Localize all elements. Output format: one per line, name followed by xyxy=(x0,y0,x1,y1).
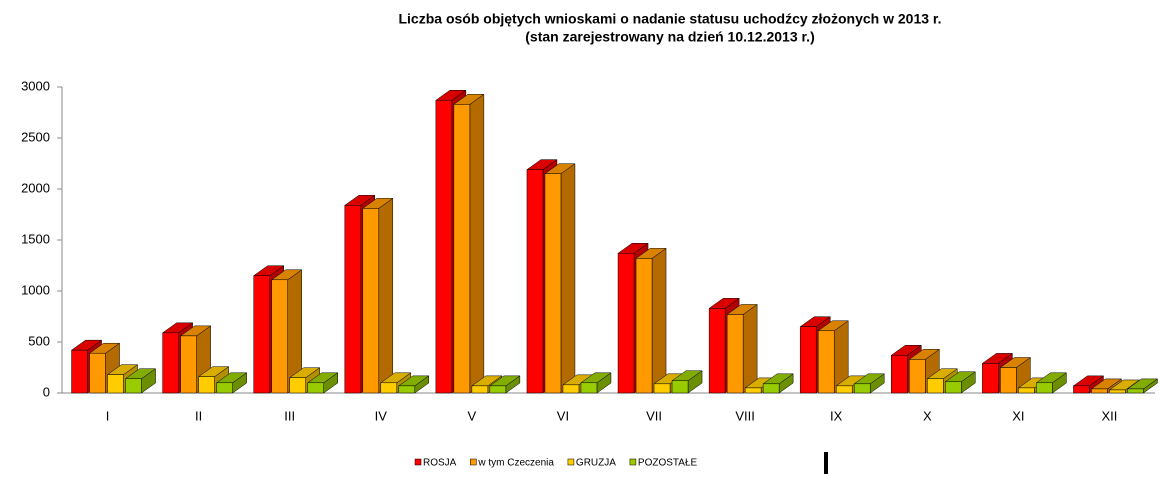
chart-subtitle: (stan zarejestrowany na dzień 10.12.2013… xyxy=(525,29,814,45)
bar xyxy=(799,326,817,394)
bar xyxy=(453,104,471,394)
bar-side xyxy=(742,303,758,394)
bar xyxy=(1036,382,1053,394)
bar xyxy=(927,378,944,394)
bar xyxy=(180,335,197,394)
x-tick-label: II xyxy=(195,408,202,423)
y-tick-label: 0 xyxy=(43,384,50,399)
legend-swatch xyxy=(629,458,637,466)
bar xyxy=(562,384,580,394)
bar xyxy=(89,352,106,394)
bar xyxy=(1109,389,1126,394)
bar-side xyxy=(378,197,394,394)
bar xyxy=(1073,385,1090,394)
bar xyxy=(344,205,362,394)
legend-swatch xyxy=(470,458,477,466)
bar xyxy=(671,380,689,394)
legend-label: w tym Czeczenia xyxy=(477,458,554,469)
bar xyxy=(198,376,215,394)
chart-title: Liczba osób objętych wnioskami o nadanie… xyxy=(398,11,941,27)
bar xyxy=(653,383,671,394)
bar xyxy=(544,173,562,394)
bar xyxy=(909,359,926,394)
bar xyxy=(380,382,398,394)
bar xyxy=(1018,387,1035,394)
bar xyxy=(307,382,324,394)
bar xyxy=(982,363,999,394)
x-tick-label: XI xyxy=(1012,408,1024,423)
bar xyxy=(1091,388,1108,394)
legend-swatch xyxy=(567,458,575,466)
bar-side xyxy=(469,93,485,394)
cursor xyxy=(824,452,828,474)
bar xyxy=(1000,367,1017,394)
x-tick-label: IX xyxy=(830,408,843,423)
bar xyxy=(817,330,835,394)
y-tick-label: 3000 xyxy=(21,78,50,93)
bar xyxy=(125,378,142,394)
bar xyxy=(708,308,726,394)
bar xyxy=(107,374,124,394)
bar-side xyxy=(560,163,576,394)
y-tick-label: 500 xyxy=(28,333,50,348)
x-tick-label: V xyxy=(468,408,477,423)
bar xyxy=(580,382,598,394)
bar xyxy=(489,385,507,394)
bar xyxy=(271,279,288,394)
legend-label: ROSJA xyxy=(423,458,457,469)
legend-label: POZOSTAŁE xyxy=(638,458,698,469)
bar xyxy=(253,275,270,394)
bar xyxy=(362,208,380,394)
bar xyxy=(835,385,853,394)
bar xyxy=(398,385,416,394)
x-tick-label: VI xyxy=(557,408,569,423)
x-tick-label: I xyxy=(106,408,110,423)
y-tick-label: 1000 xyxy=(21,282,50,297)
x-tick-label: IV xyxy=(375,408,388,423)
x-tick-label: VII xyxy=(646,408,662,423)
bar xyxy=(526,169,544,394)
bar xyxy=(435,100,453,394)
bar xyxy=(1127,388,1144,394)
legend-label: GRUZJA xyxy=(576,458,616,469)
bar xyxy=(635,258,653,394)
bar xyxy=(726,314,744,394)
y-tick-label: 2500 xyxy=(21,129,50,144)
bar xyxy=(471,385,489,394)
bar xyxy=(744,387,762,394)
x-tick-label: III xyxy=(284,408,295,423)
bar xyxy=(617,253,635,394)
bar xyxy=(853,383,871,394)
x-tick-label: VIII xyxy=(735,408,755,423)
x-tick-label: XII xyxy=(1102,408,1118,423)
bar xyxy=(891,355,908,394)
bar xyxy=(162,332,179,394)
y-tick-label: 1500 xyxy=(21,231,50,246)
x-tick-label: X xyxy=(923,408,932,423)
bar xyxy=(216,382,233,394)
bar xyxy=(71,349,88,394)
bar-side xyxy=(651,247,667,394)
bar xyxy=(762,383,780,394)
bar xyxy=(289,377,306,394)
y-tick-label: 2000 xyxy=(21,180,50,195)
legend-swatch xyxy=(414,458,422,466)
bar xyxy=(945,381,962,394)
